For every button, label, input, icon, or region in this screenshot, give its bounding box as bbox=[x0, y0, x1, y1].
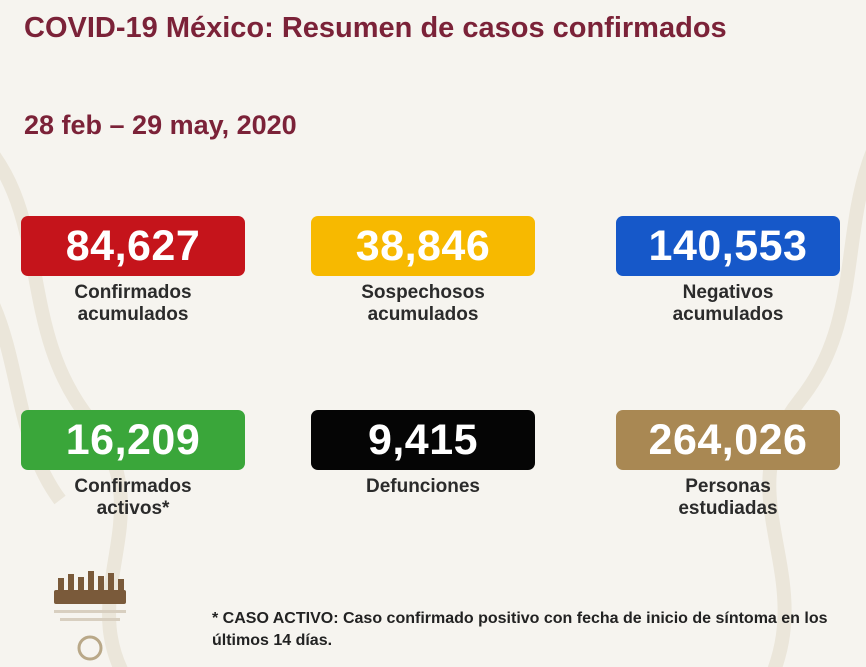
footnote-caso-activo: * CASO ACTIVO: Caso confirmado positivo … bbox=[212, 610, 828, 649]
stat-label: Confirmados acumulados bbox=[74, 282, 192, 325]
stat-sospechosos-acumulados: 38,846 Sospechosos acumulados bbox=[298, 216, 548, 326]
page-title: COVID-19 México: Resumen de casos confir… bbox=[24, 12, 727, 44]
stat-label: Confirmados activos* bbox=[74, 476, 192, 519]
government-logo-icon bbox=[54, 571, 126, 661]
stat-value-box: 140,553 bbox=[616, 216, 840, 276]
stat-confirmados-activos: 16,209 Confirmados activos* bbox=[8, 410, 258, 520]
stat-personas-estudiadas: 264,026 Personas estudiadas bbox=[603, 410, 853, 520]
stat-defunciones: 9,415 Defunciones bbox=[298, 410, 548, 498]
stat-label: Defunciones bbox=[365, 476, 481, 497]
stat-value-box: 264,026 bbox=[616, 410, 840, 470]
date-range: 28 feb – 29 may, 2020 bbox=[24, 110, 297, 140]
stat-value-box: 84,627 bbox=[21, 216, 245, 276]
stat-value-box: 38,846 bbox=[311, 216, 535, 276]
stat-value-box: 16,209 bbox=[21, 410, 245, 470]
stat-confirmados-acumulados: 84,627 Confirmados acumulados bbox=[8, 216, 258, 326]
stat-label: Sospechosos acumulados bbox=[361, 282, 485, 325]
stat-label: Negativos acumulados bbox=[672, 282, 784, 325]
stat-label: Personas estudiadas bbox=[678, 476, 778, 519]
stat-negativos-acumulados: 140,553 Negativos acumulados bbox=[603, 216, 853, 326]
stat-value-box: 9,415 bbox=[311, 410, 535, 470]
